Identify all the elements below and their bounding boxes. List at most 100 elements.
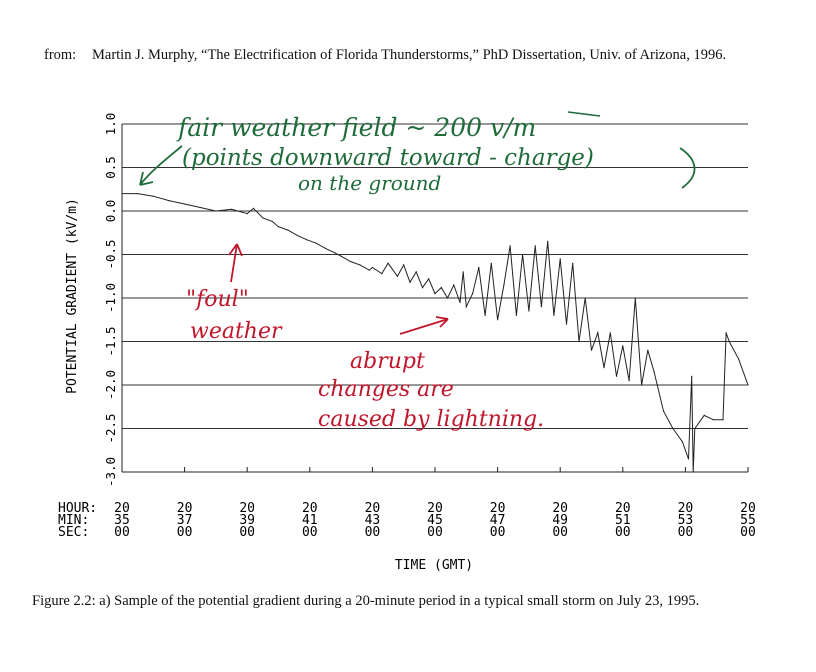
data-point: [472, 293, 474, 295]
data-points: [121, 193, 749, 473]
data-point: [522, 253, 524, 256]
x-row-label-hour: HOUR:: [58, 501, 97, 516]
data-point: [371, 266, 373, 269]
data-point: [349, 260, 352, 263]
data-point: [687, 458, 690, 460]
data-point: [553, 314, 555, 316]
data-point: [622, 345, 624, 347]
data-point: [641, 384, 643, 386]
x-tick-sec: 00: [552, 525, 568, 540]
data-point: [515, 314, 518, 316]
data-point: [168, 200, 170, 202]
data-point: [703, 414, 705, 416]
data-point: [559, 258, 561, 260]
data-point: [453, 284, 455, 286]
data-point: [694, 427, 696, 430]
data-point: [387, 262, 389, 264]
y-tick-label: 0.5: [103, 156, 118, 179]
x-tick-sec: 00: [177, 525, 193, 540]
y-tick-label: 1.0: [103, 113, 118, 136]
data-point: [396, 275, 398, 277]
x-tick-labels: 2035002037002039002041002043002045002047…: [114, 467, 756, 540]
data-point: [534, 245, 536, 247]
y-tick-label: -0.5: [103, 239, 118, 269]
data-point: [184, 203, 186, 205]
grid-lines: [122, 123, 748, 429]
figure-caption: Figure 2.2: a) Sample of the potential g…: [32, 593, 700, 609]
y-tick-labels: 1.0 0.5 0.0 -0.5 -1.0 -1.5 -2.0 -2.5 -3.0: [103, 113, 118, 487]
x-tick-hour: 20: [239, 501, 255, 516]
data-point: [306, 239, 308, 241]
data-point: [459, 301, 461, 303]
annotation-abrupt: abrupt: [350, 349, 425, 374]
data-point: [296, 234, 298, 236]
x-tick-hour: 20: [177, 501, 193, 516]
data-point: [334, 252, 336, 254]
annotation-points-downward: (points downward toward - charge): [182, 145, 594, 171]
data-point: [590, 349, 593, 351]
data-point: [722, 419, 724, 421]
data-point: [725, 332, 727, 334]
x-tick-min: 53: [678, 513, 694, 528]
data-point: [277, 226, 280, 228]
x-tick-min: 47: [490, 513, 506, 528]
x-tick-hour: 20: [302, 501, 318, 516]
annotation-fair-weather: fair weather field ~ 200 v/m: [176, 113, 536, 142]
data-point: [137, 193, 139, 195]
data-point: [446, 297, 449, 299]
annotation-changes-are: changes are: [318, 377, 454, 402]
data-point: [603, 367, 605, 369]
y-tick-label: -2.5: [103, 413, 118, 443]
data-point: [578, 340, 580, 343]
red-arrow-right-icon: [399, 316, 449, 335]
data-point: [231, 208, 233, 210]
data-point: [252, 207, 255, 209]
data-point: [509, 245, 511, 247]
y-axis-label: POTENTIAL GRADIENT (kV/m): [65, 198, 80, 394]
data-point: [368, 269, 370, 271]
data-point: [484, 314, 486, 316]
data-point: [634, 297, 636, 299]
data-point: [403, 264, 405, 266]
x-tick-hour: 20: [678, 501, 694, 516]
data-point: [653, 371, 655, 373]
x-row-label-sec: SEC:: [58, 525, 89, 540]
x-tick-min: 41: [302, 513, 318, 528]
data-point: [434, 293, 436, 295]
x-tick-min: 37: [177, 513, 193, 528]
data-point: [728, 340, 730, 343]
data-point: [381, 273, 383, 275]
data-point: [662, 410, 665, 412]
data-point: [246, 213, 248, 215]
data-point: [747, 384, 749, 386]
data-point: [615, 375, 618, 377]
data-point: [628, 380, 630, 382]
data-point: [692, 471, 694, 473]
data-point: [324, 247, 327, 249]
y-tick-label: -2.0: [103, 370, 118, 400]
x-tick-sec: 00: [365, 525, 381, 540]
green-arrow-icon: [139, 145, 183, 186]
data-point: [262, 217, 264, 219]
data-point: [738, 358, 740, 360]
data-point: [547, 240, 549, 243]
data-point: [691, 375, 693, 377]
data-point: [647, 349, 649, 351]
data-point: [428, 278, 430, 280]
data-point: [672, 427, 674, 430]
data-point: [271, 220, 273, 222]
y-tick-label: -1.0: [103, 283, 118, 313]
x-tick-min: 55: [740, 513, 756, 528]
data-point: [584, 297, 586, 299]
x-tick-sec: 00: [427, 525, 443, 540]
data-point: [415, 271, 417, 273]
x-tick-hour: 20: [552, 501, 568, 516]
green-bracket-icon: [679, 147, 696, 189]
x-tick-hour: 20: [365, 501, 381, 516]
x-tick-hour: 20: [740, 501, 756, 516]
data-point: [478, 266, 480, 269]
x-tick-min: 51: [615, 513, 631, 528]
data-point: [597, 332, 599, 334]
data-point: [315, 242, 317, 244]
